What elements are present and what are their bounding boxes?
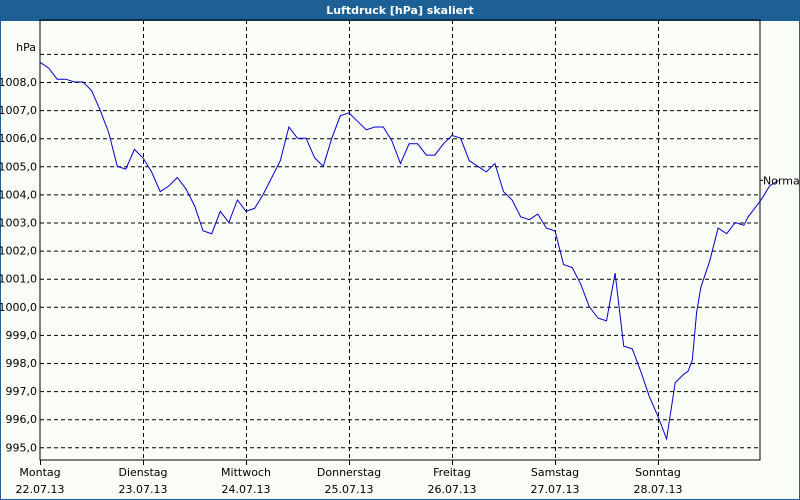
x-tick-day: Donnerstag: [317, 466, 381, 479]
y-tick-label: 1000,0: [0, 301, 37, 314]
x-tick-date: 28.07.13: [634, 483, 683, 496]
normal-reference-label: Normal: [763, 174, 800, 187]
y-tick-label: 1001,0: [0, 273, 37, 286]
y-tick-label: 1002,0: [0, 245, 37, 258]
x-tick-day: Samstag: [531, 466, 579, 479]
x-tick-date: 24.07.13: [222, 483, 271, 496]
plot-frame: [39, 19, 761, 461]
x-tick-date: 27.07.13: [531, 483, 580, 496]
y-tick-label: 998,0: [6, 357, 38, 370]
y-axis-unit-label: hPa: [16, 41, 36, 54]
x-tick-day: Sonntag: [635, 466, 681, 479]
y-tick-label: 995,0: [6, 441, 38, 454]
x-tick-date: 22.07.13: [16, 483, 65, 496]
x-tick-day: Freitag: [433, 466, 471, 479]
x-axis-ticks: Montag 22.07.13 Dienstag 23.07.13 Mittwoch 24…: [16, 460, 683, 496]
y-tick-label: 1004,0: [0, 188, 37, 201]
y-tick-label: 996,0: [6, 413, 38, 426]
pressure-series-line: [39, 61, 779, 441]
y-tick-label: 997,0: [6, 385, 38, 398]
x-tick-date: 26.07.13: [428, 483, 477, 496]
y-axis-ticks: 1008,0 1007,0 1006,0 1005,0 1004,0 1003,0 1002…: [0, 76, 37, 454]
x-tick-day: Dienstag: [118, 466, 167, 479]
y-tick-label: 1003,0: [0, 217, 37, 230]
y-tick-label: 1005,0: [0, 160, 37, 173]
grid-lines: [40, 20, 760, 460]
y-tick-label: 999,0: [6, 329, 38, 342]
y-tick-label: 1008,0: [0, 76, 37, 89]
y-tick-label: 1007,0: [0, 104, 37, 117]
window-title: Luftdruck [hPa] skaliert: [1, 1, 799, 21]
x-tick-day: Montag: [19, 466, 60, 479]
x-tick-day: Mittwoch: [221, 466, 271, 479]
y-tick-label: 1006,0: [0, 132, 37, 145]
x-tick-date: 23.07.13: [119, 483, 168, 496]
x-tick-date: 25.07.13: [325, 483, 374, 496]
